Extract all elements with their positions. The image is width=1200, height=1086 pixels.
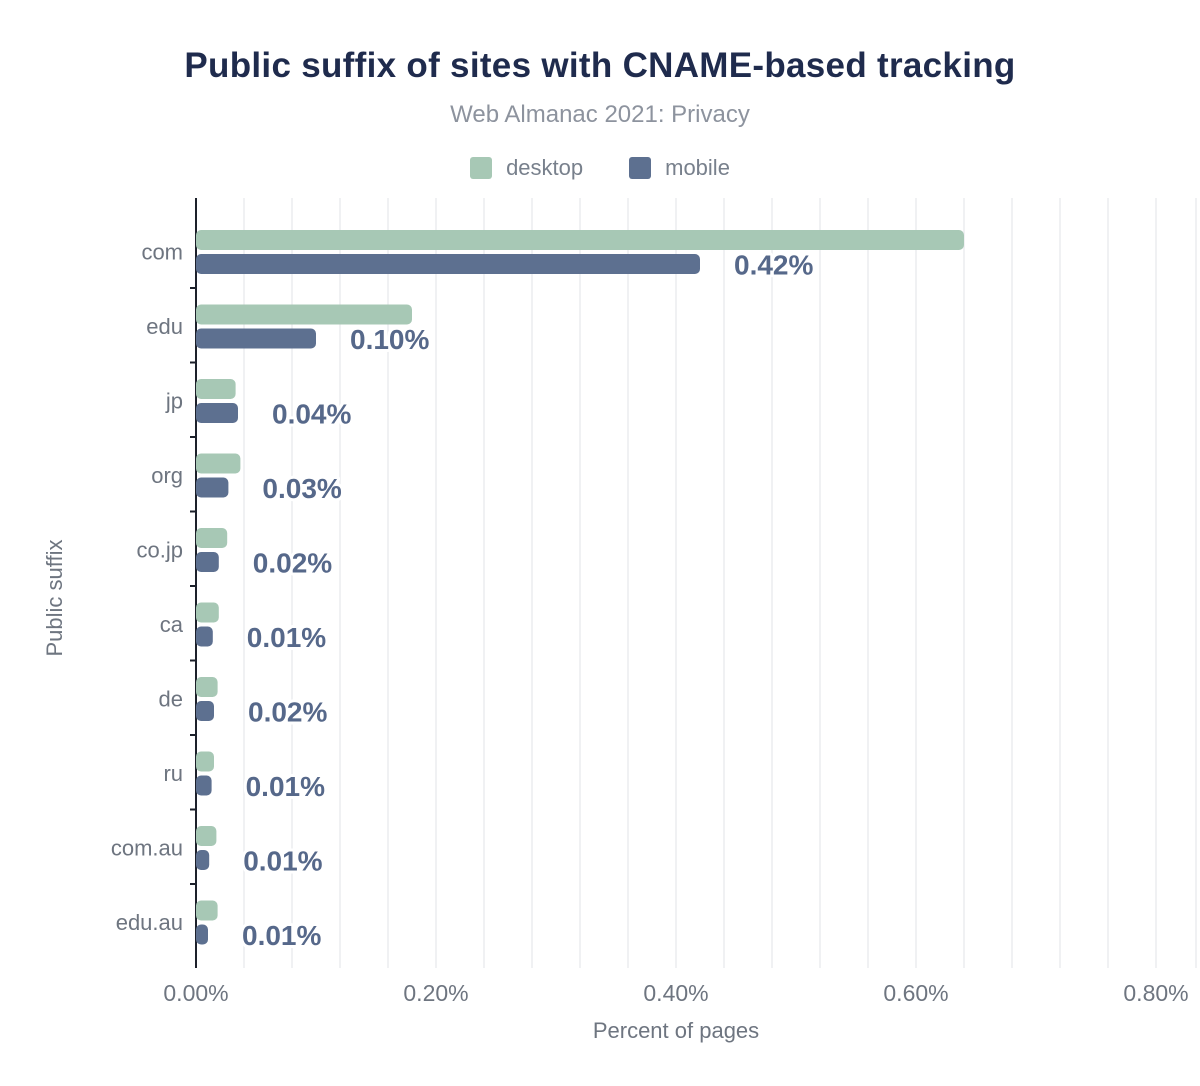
legend-label-desktop: desktop (506, 155, 584, 180)
x-tick-label: 0.00% (163, 980, 228, 1006)
bar-mobile-org[interactable] (196, 477, 229, 498)
x-axis-title: Percent of pages (593, 1018, 759, 1043)
bar-mobile-ru[interactable] (196, 775, 212, 796)
category-label-com.au: com.au (111, 836, 183, 861)
bar-desktop-co.jp[interactable] (196, 528, 228, 548)
bar-mobile-edu[interactable] (196, 328, 316, 349)
category-label-edu.au: edu.au (116, 910, 183, 935)
bar-desktop-org[interactable] (196, 453, 241, 474)
category-label-org: org (151, 463, 183, 488)
data-label-jp: 0.04% (272, 399, 351, 430)
data-label-org: 0.03% (262, 473, 341, 504)
legend-item-desktop: desktop (470, 155, 583, 181)
data-label-edu: 0.10% (350, 324, 429, 355)
data-label-edu.au: 0.01% (242, 920, 321, 951)
bar-mobile-de[interactable] (196, 701, 214, 721)
chart-subtitle: Web Almanac 2021: Privacy (450, 101, 750, 128)
bar-chart-svg: com 0.42% edu 0.10% jp 0.04% org 0.03% co.jp 0.02… (42, 198, 1197, 1043)
category-label-jp: jp (165, 389, 183, 414)
data-label-co.jp: 0.02% (253, 548, 332, 579)
bar-desktop-jp[interactable] (196, 379, 236, 399)
category-label-ca: ca (160, 612, 184, 637)
data-label-com: 0.42% (734, 250, 813, 281)
data-label-ru: 0.01% (246, 771, 325, 802)
x-tick-label: 0.60% (883, 980, 948, 1006)
bar-mobile-ca[interactable] (196, 626, 213, 647)
legend: desktop mobile (0, 155, 1200, 181)
category-label-de: de (159, 687, 183, 712)
bar-mobile-jp[interactable] (196, 403, 238, 423)
y-axis-title: Public suffix (42, 540, 67, 657)
chart-title: Public suffix of sites with CNAME-based … (184, 46, 1016, 85)
bar-mobile-com[interactable] (196, 254, 700, 274)
bar-desktop-edu[interactable] (196, 304, 412, 325)
x-tick-label: 0.80% (1123, 980, 1188, 1006)
bar-mobile-co.jp[interactable] (196, 552, 219, 572)
desktop-swatch-icon (470, 157, 493, 179)
category-label-ru: ru (163, 761, 183, 786)
bar-mobile-com.au[interactable] (196, 850, 210, 870)
legend-item-mobile: mobile (629, 155, 730, 181)
bar-desktop-com.au[interactable] (196, 826, 217, 846)
data-label-ca: 0.01% (247, 622, 326, 653)
data-label-de: 0.02% (248, 697, 327, 728)
bar-desktop-com[interactable] (196, 230, 964, 250)
category-label-edu: edu (146, 314, 183, 339)
mobile-swatch-icon (629, 157, 652, 179)
data-label-com.au: 0.01% (243, 846, 322, 877)
bar-desktop-edu.au[interactable] (196, 900, 218, 921)
legend-label-mobile: mobile (665, 155, 730, 180)
bar-desktop-de[interactable] (196, 677, 218, 697)
bar-desktop-ca[interactable] (196, 602, 219, 623)
category-label-com: com (141, 240, 183, 265)
x-tick-label: 0.40% (643, 980, 708, 1006)
x-tick-label: 0.20% (403, 980, 468, 1006)
category-label-co.jp: co.jp (137, 538, 183, 563)
bar-mobile-edu.au[interactable] (196, 924, 208, 945)
bar-desktop-ru[interactable] (196, 751, 214, 772)
